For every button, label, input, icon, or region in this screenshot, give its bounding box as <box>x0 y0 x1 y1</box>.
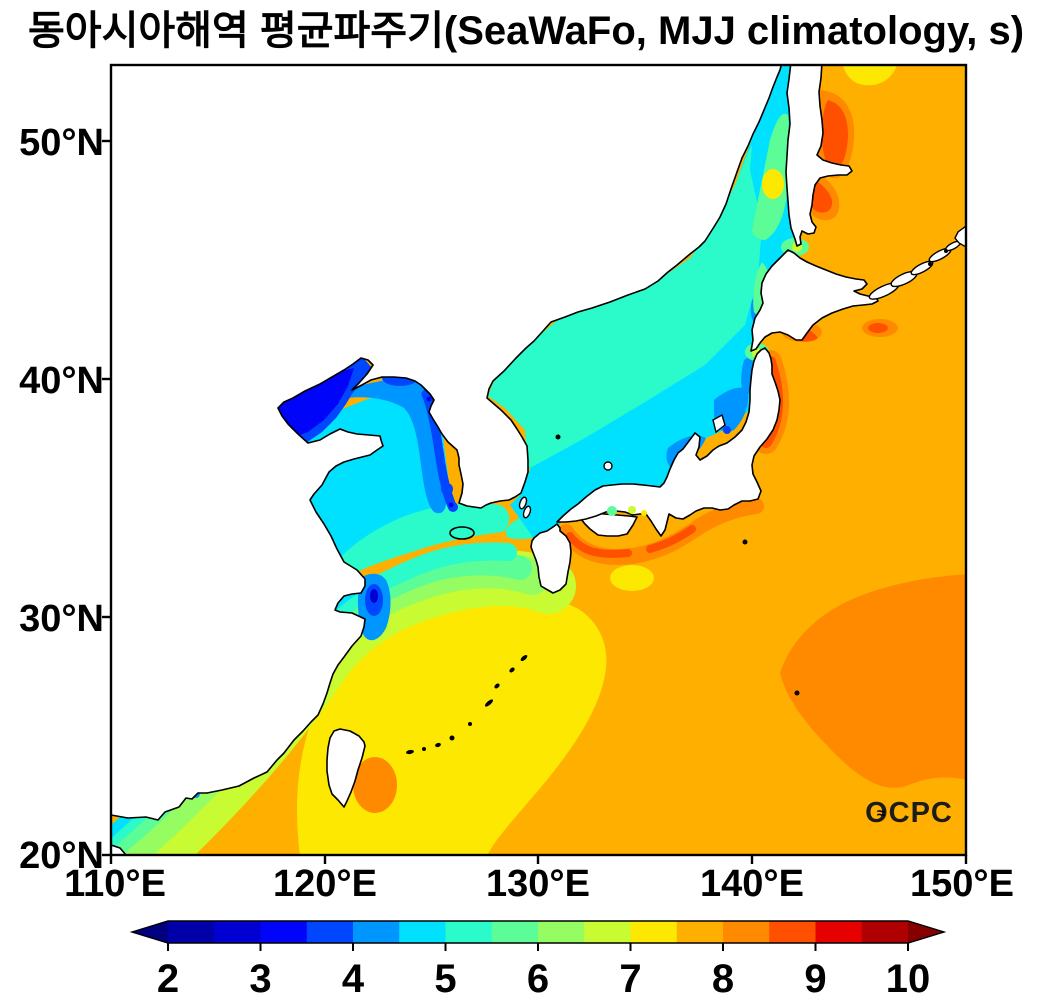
colorbar-segment <box>584 921 632 943</box>
colorbar-tick-label: 8 <box>712 957 734 1001</box>
soj-blue-dot <box>723 426 731 434</box>
inland-sea-yellowgreen-dot <box>628 506 636 514</box>
colorbar-tick-label: 10 <box>886 957 931 1001</box>
coastline-honshu <box>556 347 781 537</box>
chart-title: 동아시아해역 평균파주기(SeaWaFo, MJJ climatology, s… <box>28 9 1024 53</box>
axis-ticks <box>102 139 968 864</box>
okhotsk-yellow-patch <box>842 65 897 86</box>
colorbar-tick-label: 3 <box>249 957 271 1001</box>
tsushima-island <box>518 496 528 510</box>
y-tick-label-20n: 20°N <box>19 835 104 877</box>
kuril-se-redorange <box>868 323 888 333</box>
ocpc-wave-icon: ≈ <box>877 805 885 822</box>
colorbar-segment <box>861 921 909 943</box>
ulleung-island-dot <box>555 434 561 440</box>
colorbar-over-arrow <box>908 921 944 943</box>
colorbar-tick-label: 4 <box>342 957 365 1001</box>
colorbar-segment <box>399 921 447 943</box>
izu-island-dot <box>742 539 748 545</box>
colorbar-ticks <box>167 943 909 951</box>
y-tick-label-40n: 40°N <box>19 360 104 402</box>
colorbar-segment <box>538 921 585 943</box>
tsushima-island <box>522 505 532 519</box>
y-tick-label-50n: 50°N <box>19 122 104 164</box>
sado-island <box>712 413 726 434</box>
coastline-kyushu <box>530 523 572 594</box>
colorbar-tick-labels: 2 3 4 5 6 7 8 9 10 <box>157 957 930 1001</box>
taiwan-se-orange-patch <box>353 757 397 813</box>
x-tick-label-130e: 130°E <box>486 863 590 905</box>
colorbar-under-arrow <box>132 921 168 943</box>
colorbar-tick-label: 6 <box>527 957 549 1001</box>
yellow-sea-south-turquoise <box>322 503 510 586</box>
pacific-se-blob <box>780 574 966 788</box>
colorbar-segment <box>676 921 724 943</box>
colorbar-tick-label: 5 <box>434 957 456 1001</box>
colorbar-segment <box>769 921 817 943</box>
colorbar-segment <box>630 921 678 943</box>
colorbar-segment <box>723 921 770 943</box>
y-tick-label-30n: 30°N <box>19 598 104 640</box>
colorbar-segment <box>168 921 215 943</box>
colorbar-segments <box>132 921 944 943</box>
inland-sea-yellow-dot <box>641 510 647 516</box>
blue-spot <box>441 483 453 495</box>
colorbar-tick-label: 9 <box>804 957 826 1001</box>
jeju-island-outline <box>449 526 475 540</box>
bohai-core-deepblue <box>278 368 354 438</box>
colorbar-segment <box>214 921 262 943</box>
coastline-mainland-asia <box>111 65 783 821</box>
x-tick-label-150e: 150°E <box>910 863 1014 905</box>
japan-s-coast-redorange-strip <box>566 532 632 558</box>
ogasawara-island-dot <box>794 690 800 696</box>
kii-redorange-strip <box>646 525 696 553</box>
navy-spot <box>426 396 432 402</box>
tatar-strait-yellow <box>762 169 784 199</box>
oki-island <box>603 461 613 471</box>
inland-sea-green-dot <box>607 506 617 516</box>
land-masses <box>111 65 966 855</box>
colorbar-segment <box>445 921 493 943</box>
ryukyu-island-dots <box>406 655 528 755</box>
yellow-pocket-s-of-shikoku <box>610 565 654 591</box>
colorbar-segment <box>815 921 863 943</box>
coastline-sakhalin <box>785 65 853 247</box>
sea-of-japan-nw-turquoise <box>488 145 762 470</box>
colorbar-tick-label: 7 <box>619 957 641 1001</box>
colorbar-segment <box>306 921 354 943</box>
coastline-leizhou-corner <box>111 844 127 855</box>
colorbar-segment <box>353 921 400 943</box>
colorbar-segment <box>260 921 308 943</box>
navy-spot <box>448 502 454 508</box>
ocpc-watermark: OCPC <box>865 797 953 829</box>
x-tick-label-140e: 140°E <box>700 863 804 905</box>
small-islands <box>406 413 800 755</box>
colorbar-tick-label: 2 <box>157 957 179 1001</box>
yellow-sea-lightblue-band <box>342 378 447 514</box>
coastline-hokkaido <box>750 249 879 352</box>
x-tick-label-110e: 110°E <box>64 863 166 905</box>
colorbar: 2 3 4 5 6 7 8 9 10 <box>129 920 947 1001</box>
hangzhou-bay-navy <box>370 589 378 603</box>
okhotsk-redorange-blob <box>822 100 848 170</box>
x-tick-label-120e: 120°E <box>273 863 377 905</box>
colorbar-segment <box>491 921 539 943</box>
coastline-taiwan <box>326 728 366 808</box>
kuril-islands <box>868 225 966 300</box>
